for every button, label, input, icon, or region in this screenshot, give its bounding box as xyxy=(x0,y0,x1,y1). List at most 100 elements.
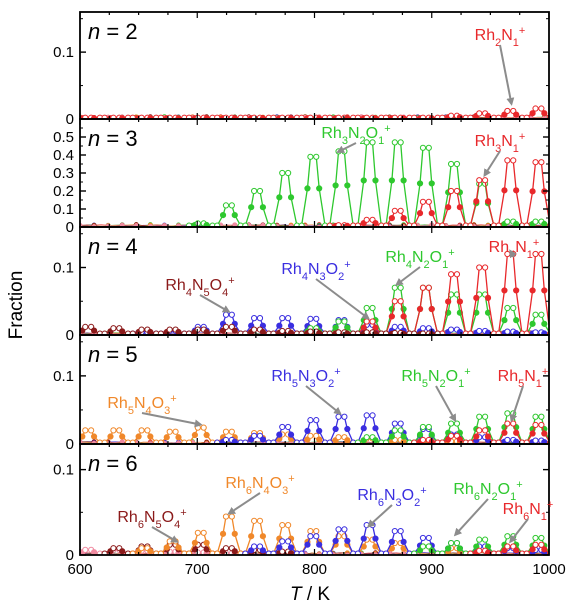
species-subscript: 1 xyxy=(513,37,519,49)
series-point-red xyxy=(501,429,508,436)
y-tick-label: 0.3 xyxy=(53,165,74,182)
species-subscript: 1 xyxy=(458,378,464,390)
species-charge: + xyxy=(448,247,454,259)
series-point-red xyxy=(504,157,511,164)
series-point-red xyxy=(476,427,483,434)
series-point-darkred xyxy=(90,327,98,334)
series-point-red xyxy=(481,264,489,271)
series-point-blue xyxy=(276,322,283,329)
series-point-red xyxy=(523,439,530,444)
series-point-green xyxy=(447,160,455,168)
series-point-blue xyxy=(382,550,390,555)
series-point-red xyxy=(400,214,407,222)
annotation-arrow xyxy=(499,44,515,106)
series-point-red xyxy=(363,114,370,119)
series-point-blue xyxy=(242,550,249,555)
series-point-blue xyxy=(270,550,277,555)
series-point-red xyxy=(447,187,455,195)
series-point-darkred xyxy=(110,545,117,552)
series-point-red xyxy=(523,222,530,227)
series-point-green xyxy=(231,212,238,219)
series-point-green xyxy=(532,218,539,225)
series-point-orange xyxy=(285,522,292,529)
species-subscript: 4 xyxy=(406,259,412,271)
series-point-blue xyxy=(372,535,379,542)
y-tick-label: 0.1 xyxy=(53,368,74,385)
series-point-orange xyxy=(185,439,193,444)
series-point-green xyxy=(228,202,235,209)
species-subscript: 1 xyxy=(442,259,448,271)
series-point-darkred xyxy=(203,546,210,553)
species-element: Rh xyxy=(475,27,495,44)
species-element: Rh xyxy=(271,368,291,385)
series-point-red xyxy=(538,541,545,548)
series-point-red xyxy=(447,112,455,119)
series-point-blue xyxy=(541,439,548,444)
series-point-green xyxy=(397,427,404,434)
series-point-blue xyxy=(391,527,398,535)
series-point-blue xyxy=(400,538,407,545)
series-point-orange xyxy=(228,513,235,520)
y-tick-label: 0 xyxy=(66,219,74,236)
species-element: N xyxy=(480,481,492,498)
series-point-red xyxy=(523,330,530,335)
series-point-darkred xyxy=(185,330,193,335)
series-point-red xyxy=(270,114,277,119)
series-point-red xyxy=(428,210,435,217)
y-tick-label: 0 xyxy=(66,327,74,344)
series-point-red xyxy=(445,204,452,211)
series-point-red xyxy=(473,294,480,301)
species-element: Rh xyxy=(489,239,509,256)
series-point-red xyxy=(513,429,520,436)
x-tick-label: 1000 xyxy=(532,561,565,578)
series-point-green xyxy=(538,413,545,420)
series-point-green xyxy=(419,144,427,151)
series-point-green xyxy=(419,423,427,431)
series-point-red xyxy=(495,439,502,444)
series-point-red xyxy=(416,305,424,313)
y-tick-label: 0.1 xyxy=(53,260,74,277)
series-point-orange xyxy=(129,439,136,444)
series-point-red xyxy=(513,287,520,294)
series-point-green xyxy=(416,431,424,438)
series-point-green xyxy=(411,550,418,555)
series-point-green xyxy=(363,304,370,312)
panel-n-label: n = 5 xyxy=(88,342,138,367)
annotation-arrow xyxy=(141,412,203,428)
series-point-blue xyxy=(332,537,339,545)
series-point-orange xyxy=(191,431,199,439)
series-point-red xyxy=(501,287,508,294)
series-point-green xyxy=(341,318,348,325)
series-point-orange xyxy=(129,550,136,555)
series-point-blue xyxy=(279,538,286,545)
series-point-blue xyxy=(313,315,320,322)
series-point-red xyxy=(214,114,221,119)
series-point-red xyxy=(397,298,404,305)
panels-layer: 00.1n = 2 Rh2N1+00.10.20.30.40.5 n = 3 Rh3N… xyxy=(53,11,553,564)
series-point-orange xyxy=(110,427,117,434)
series-point-blue xyxy=(285,538,292,545)
series-point-green xyxy=(270,222,277,227)
species-subscript: 4 xyxy=(264,485,270,497)
species-element: Rh xyxy=(107,395,127,412)
series-point-blue xyxy=(256,315,264,322)
series-point-blue xyxy=(276,544,283,551)
series-point-red xyxy=(439,114,446,119)
series-point-red xyxy=(476,264,483,271)
series-point-orange xyxy=(107,433,114,440)
species-element: O xyxy=(326,261,338,278)
series-point-blue xyxy=(397,420,404,427)
series-point-orange xyxy=(144,427,151,434)
series-point-blue xyxy=(476,327,483,335)
series-point-orange xyxy=(279,522,286,529)
x-axis-title: T / K xyxy=(290,584,330,605)
species-charge: + xyxy=(519,25,525,37)
species-element: Rh xyxy=(165,277,185,294)
species-subscript: 1 xyxy=(510,491,516,503)
series-point-green xyxy=(214,222,221,227)
series-point-darkred xyxy=(259,328,267,335)
series-point-red xyxy=(369,318,376,325)
series-point-green xyxy=(504,304,511,312)
species-subscript: 4 xyxy=(186,287,192,299)
series-point-blue xyxy=(307,315,314,322)
